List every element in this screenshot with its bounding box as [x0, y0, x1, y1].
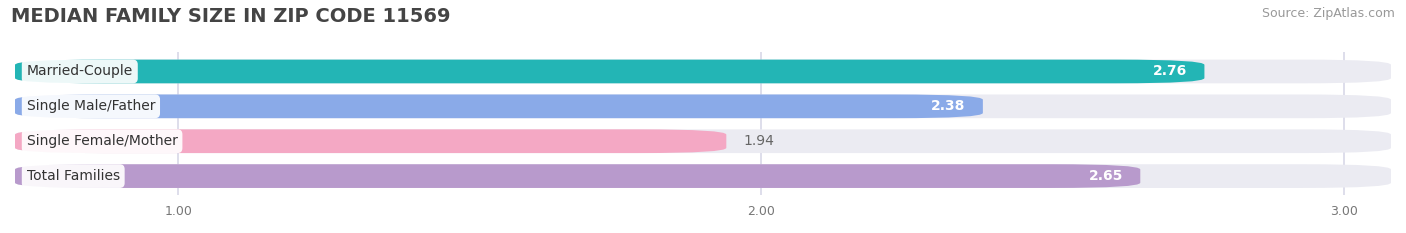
- FancyBboxPatch shape: [15, 164, 1391, 188]
- FancyBboxPatch shape: [15, 60, 1205, 83]
- Text: 2.76: 2.76: [1153, 65, 1187, 79]
- FancyBboxPatch shape: [15, 129, 1391, 153]
- FancyBboxPatch shape: [15, 60, 1391, 83]
- FancyBboxPatch shape: [15, 164, 1140, 188]
- FancyBboxPatch shape: [15, 95, 1391, 118]
- FancyBboxPatch shape: [15, 95, 983, 118]
- Text: 1.94: 1.94: [744, 134, 775, 148]
- Text: MEDIAN FAMILY SIZE IN ZIP CODE 11569: MEDIAN FAMILY SIZE IN ZIP CODE 11569: [11, 7, 451, 26]
- Text: Single Male/Father: Single Male/Father: [27, 99, 155, 113]
- Text: Married-Couple: Married-Couple: [27, 65, 134, 79]
- Text: 2.38: 2.38: [931, 99, 966, 113]
- Text: 2.65: 2.65: [1088, 169, 1123, 183]
- Text: Source: ZipAtlas.com: Source: ZipAtlas.com: [1261, 7, 1395, 20]
- FancyBboxPatch shape: [15, 129, 727, 153]
- Text: Single Female/Mother: Single Female/Mother: [27, 134, 177, 148]
- Text: Total Families: Total Families: [27, 169, 120, 183]
